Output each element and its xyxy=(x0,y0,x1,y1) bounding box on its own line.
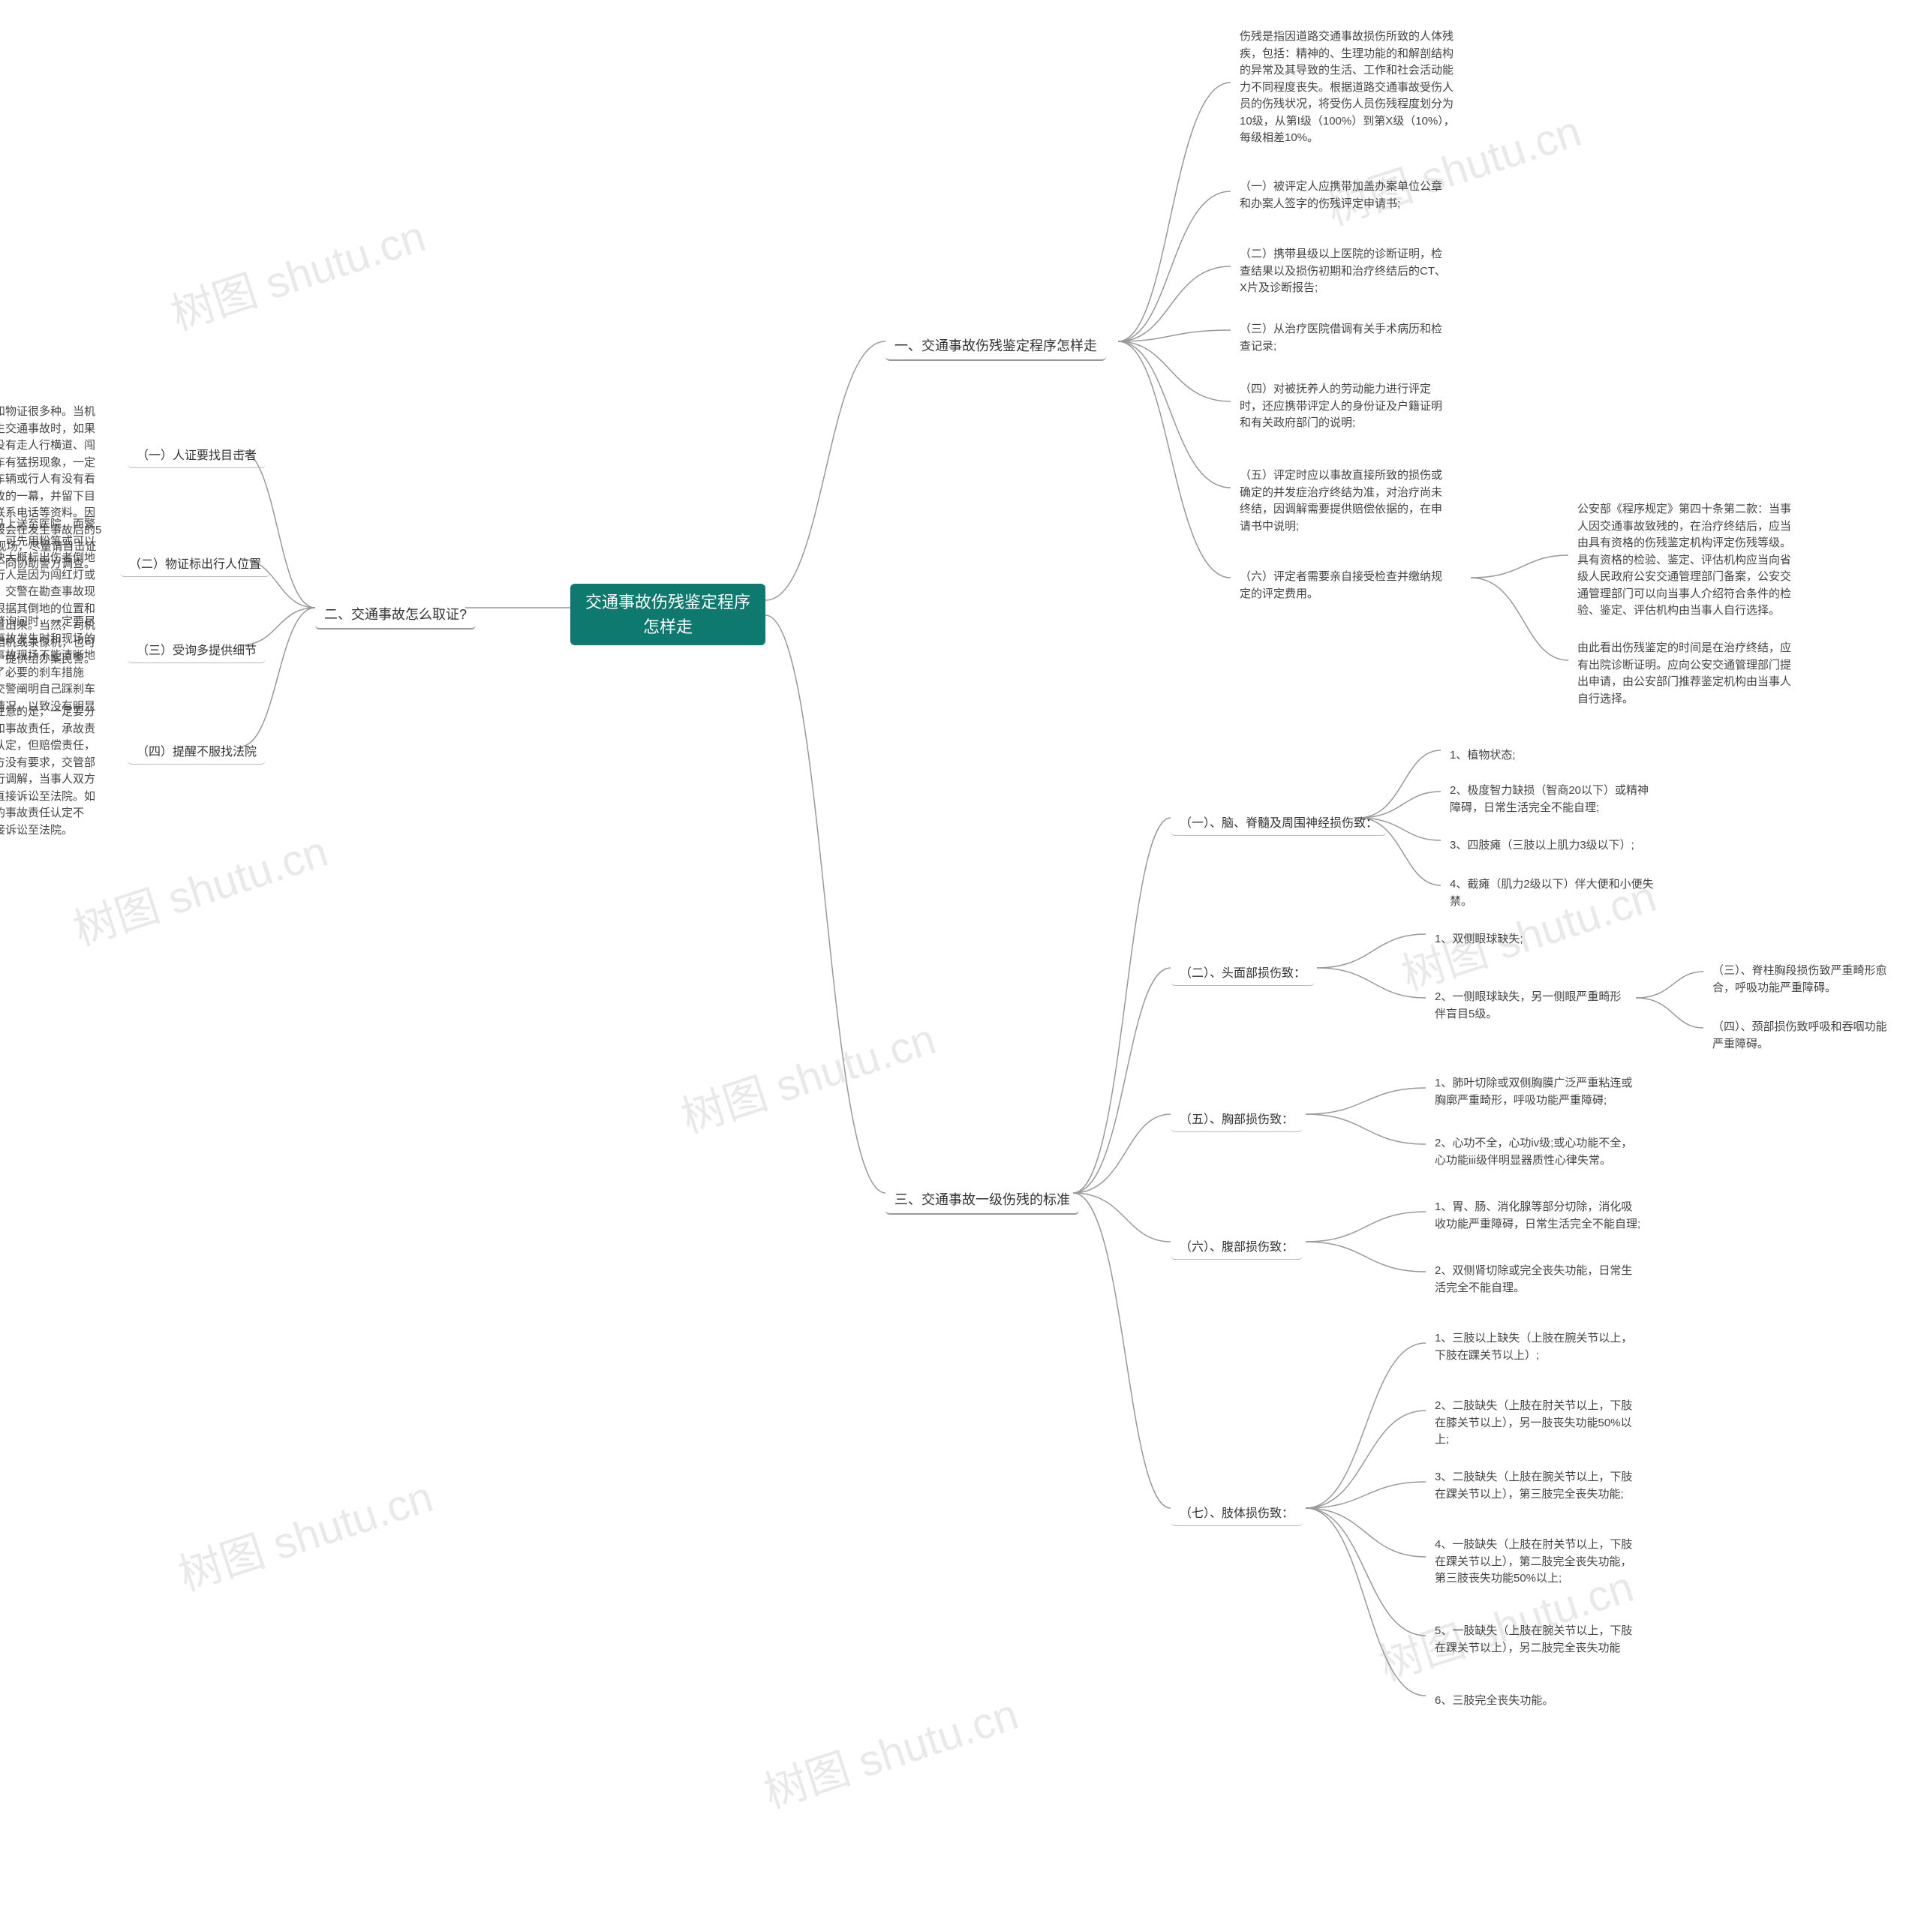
branch-3[interactable]: 三、交通事故一级伤残的标准 xyxy=(885,1184,1079,1215)
branch1-item4: （四）对被抚养人的劳动能力进行评定时，还应携带评定人的身份证及户籍证明和有关政府… xyxy=(1231,375,1456,438)
branch1-item2: （二）携带县级以上医院的诊断证明，检查结果以及损伤初期和治疗终结后的CT、X片及… xyxy=(1231,240,1456,303)
watermark: 树图 shutu.cn xyxy=(672,1004,942,1145)
b3-g1-d: 4、截瘫（肌力2级以下）伴大便和小便失禁。 xyxy=(1441,870,1666,916)
b3-g2-b-sub2: （四）、颈部损伤致呼吸和吞咽功能严重障碍。 xyxy=(1703,1013,1898,1059)
b3-g7-label: （七）、肢体损伤致： xyxy=(1171,1499,1303,1526)
branch1-item6-sub2: 由此看出伤残鉴定的时间是在治疗终结，应有出院诊断证明。应向公安交通管理部门提出申… xyxy=(1568,634,1808,714)
branch2-item4-body: 需要提醒司机注意的是，一定要分清楚赔偿责任和事故责任，承故责任由交警进行认定，但… xyxy=(0,698,113,845)
b3-g1-b: 2、极度智力缺损（智商20以下）或精神障碍，日常生活完全不能自理; xyxy=(1441,777,1666,822)
watermark: 树图 shutu.cn xyxy=(162,201,432,342)
branch1-item6-sub1: 公安部《程序规定》第四十条第二款：当事人因交通事故致残的，在治疗终结后，应当由具… xyxy=(1568,495,1808,626)
branch2-item3-label: （三）受询多提供细节 xyxy=(128,636,266,663)
branch1-item3: （三）从治疗医院借调有关手术病历和检查记录; xyxy=(1231,315,1456,361)
b3-g5-a: 1、肺叶切除或双侧胸膜广泛严重粘连或胸廓严重畸形，呼吸功能严重障碍; xyxy=(1426,1069,1651,1115)
b3-g7-c: 3、二肢缺失（上肢在腕关节以上，下肢在踝关节以上），第三肢完全丧失功能; xyxy=(1426,1463,1651,1509)
branch-1[interactable]: 一、交通事故伤残鉴定程序怎样走 xyxy=(885,330,1106,361)
b3-g5-b: 2、心功不全，心功iv级;或心功能不全，心功能iii级伴明显器质性心律失常。 xyxy=(1426,1129,1651,1175)
branch1-item1: （一）被评定人应携带加盖办案单位公章和办案人签字的伤残评定申请书; xyxy=(1231,173,1456,218)
b3-g7-b: 2、二肢缺失（上肢在肘关节以上，下肢在膝关节以上），另一肢丧失功能50%以上; xyxy=(1426,1392,1651,1455)
b3-g6-b: 2、双侧肾切除或完全丧失功能，日常生活完全不能自理。 xyxy=(1426,1257,1651,1303)
b3-g2-b-sub1: （三）、脊柱胸段损伤致严重畸形愈合，呼吸功能严重障碍。 xyxy=(1703,957,1898,1002)
branch2-item1-label: （一）人证要找目击者 xyxy=(128,441,266,468)
branch1-intro: 伤残是指因道路交通事故损伤所致的人体残疾，包括：精神的、生理功能的和解剖结构的异… xyxy=(1231,23,1471,153)
branch2-item4-label: （四）提醒不服找法院 xyxy=(128,738,266,765)
b3-g5-label: （五）、胸部损伤致： xyxy=(1171,1105,1303,1132)
branch1-item6: （六）评定者需要亲自接受检查并缴纳规定的评定费用。 xyxy=(1231,563,1456,608)
b3-g1-label: （一）、脑、脊髓及周围神经损伤致： xyxy=(1171,809,1387,836)
b3-g7-a: 1、三肢以上缺失（上肢在腕关节以上，下肢在踝关节以上）; xyxy=(1426,1324,1651,1370)
watermark: 树图 shutu.cn xyxy=(170,1462,440,1603)
branch-2[interactable]: 二、交通事故怎么取证? xyxy=(315,599,476,629)
b3-g1-c: 3、四肢瘫（三肢以上肌力3级以下）; xyxy=(1441,831,1643,861)
b3-g6-label: （六）、腹部损伤致： xyxy=(1171,1233,1303,1260)
b3-g2-a: 1、双侧眼球缺失; xyxy=(1426,925,1532,954)
root-node[interactable]: 交通事故伤残鉴定程序怎样走 xyxy=(570,584,765,645)
b3-g2-label: （二）、头面部损伤致： xyxy=(1171,959,1315,986)
branch2-item2-label: （二）物证标出行人位置 xyxy=(120,550,270,577)
b3-g6-a: 1、胃、肠、消化腺等部分切除，消化吸收功能严重障碍，日常生活完全不能自理; xyxy=(1426,1193,1651,1239)
b3-g7-d: 4、一肢缺失（上肢在肘关节以上，下肢在踝关节以上），第二肢完全丧失功能，第三肢丧… xyxy=(1426,1531,1651,1594)
b3-g7-e: 5、一肢缺失（上肢在腕关节以上，下肢在踝关节以上），另二肢完全丧失功能 xyxy=(1426,1617,1651,1663)
b3-g2-b: 2、一侧眼球缺失，另一侧眼严重畸形伴盲目5级。 xyxy=(1426,983,1636,1029)
b3-g7-f: 6、三肢完全丧失功能。 xyxy=(1426,1687,1562,1716)
watermark: 树图 shutu.cn xyxy=(755,1679,1025,1820)
branch1-item5: （五）评定时应以事故直接所致的损伤或确定的并发症治疗终结为准，对治疗尚未终结，因… xyxy=(1231,461,1456,541)
b3-g1-a: 1、植物状态; xyxy=(1441,741,1525,771)
